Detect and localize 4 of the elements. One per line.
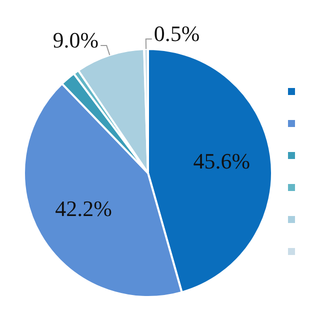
- data-label: 45.6%: [193, 148, 250, 174]
- data-label: 0.5%: [154, 20, 200, 46]
- data-label: 9.0%: [52, 27, 99, 52]
- data-label: 42.2%: [55, 196, 112, 221]
